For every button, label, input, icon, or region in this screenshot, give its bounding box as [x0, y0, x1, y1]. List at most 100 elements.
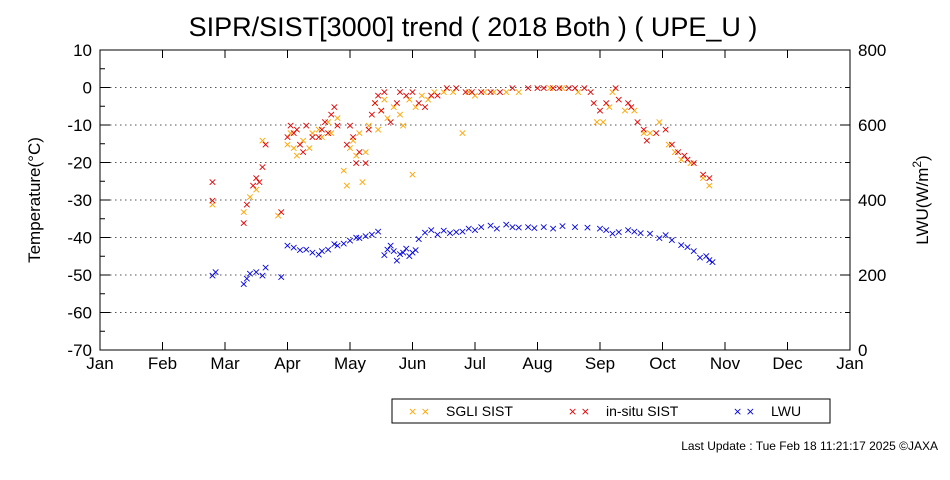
point-sgli-sist: ×: [599, 115, 608, 128]
point-in-situ-sist: ×: [349, 130, 358, 143]
point-lwu: ×: [486, 219, 495, 232]
point-lwu: ×: [452, 226, 461, 239]
x-tick-label: Dec: [772, 354, 803, 373]
y2-tick-label: 200: [858, 266, 886, 285]
point-sgli-sist: ×: [480, 85, 489, 98]
point-lwu: ×: [211, 265, 220, 278]
point-sgli-sist: ×: [239, 205, 248, 218]
point-in-situ-sist: ×: [261, 138, 270, 151]
point-in-situ-sist: ×: [367, 108, 376, 121]
point-in-situ-sist: ×: [242, 198, 251, 211]
point-in-situ-sist: ×: [705, 172, 714, 185]
point-lwu: ×: [530, 221, 539, 234]
data-marks: ××××××××××××××××××××××××××××××××××××××××…: [208, 82, 717, 291]
x-tick-label: Mar: [210, 354, 240, 373]
y-tick-label: -30: [67, 191, 92, 210]
y-tick-label: -50: [67, 266, 92, 285]
point-lwu: ×: [302, 243, 311, 256]
point-lwu: ×: [389, 245, 398, 258]
point-lwu: ×: [402, 242, 411, 255]
point-lwu: ×: [636, 226, 645, 239]
y-tick-labels: 10 0 -10 -20 -30 -40 -50 -60 -70: [67, 41, 92, 360]
point-sgli-sist: ×: [370, 97, 379, 110]
point-in-situ-sist: ×: [461, 85, 470, 98]
point-in-situ-sist: ×: [452, 82, 461, 95]
point-lwu: ×: [383, 243, 392, 256]
x-tick-label: Sep: [585, 354, 615, 373]
point-in-situ-sist: ×: [330, 100, 339, 113]
point-lwu: ×: [458, 225, 467, 238]
point-sgli-sist: ×: [558, 82, 567, 95]
point-in-situ-sist: ×: [580, 82, 589, 95]
point-lwu: ×: [570, 220, 579, 233]
point-lwu: ×: [324, 243, 333, 256]
point-sgli-sist: ×: [592, 115, 601, 128]
point-in-situ-sist: ×: [377, 104, 386, 117]
point-sgli-sist: ×: [514, 85, 523, 98]
point-sgli-sist: ×: [389, 100, 398, 113]
x-tick-label: Jan: [836, 354, 863, 373]
point-in-situ-sist: ×: [570, 82, 579, 95]
point-in-situ-sist: ×: [589, 97, 598, 110]
x-tick-label: Oct: [649, 354, 676, 373]
x-tick-labels: Jan Feb Mar Apr May Jun Jul Aug Sep Oct Nov Dec Jan: [86, 354, 863, 373]
point-in-situ-sist: ×: [239, 217, 248, 230]
point-in-situ-sist: ×: [442, 82, 451, 95]
point-sgli-sist: ×: [342, 179, 351, 192]
point-in-situ-sist: ×: [402, 89, 411, 102]
x-tick-label: Jul: [464, 354, 486, 373]
y-tick-label: -40: [67, 229, 92, 248]
point-sgli-sist: ×: [274, 209, 283, 222]
point-lwu: ×: [314, 248, 323, 261]
point-in-situ-sist: ×: [683, 153, 692, 166]
point-in-situ-sist: ×: [370, 97, 379, 110]
point-in-situ-sist: ×: [414, 97, 423, 110]
point-in-situ-sist: ×: [386, 115, 395, 128]
point-lwu: ×: [514, 221, 523, 234]
point-in-situ-sist: ×: [258, 160, 267, 173]
point-sgli-sist: ×: [399, 119, 408, 132]
legend-label-lwu: LWU: [771, 403, 801, 419]
legend-marker-sgli: × ×: [408, 405, 430, 418]
point-lwu: ×: [289, 241, 298, 254]
y-tick-label: -60: [67, 304, 92, 323]
point-lwu: ×: [283, 239, 292, 252]
point-sgli-sist: ×: [664, 138, 673, 151]
point-in-situ-sist: ×: [317, 123, 326, 136]
y2-tick-label: 0: [858, 341, 867, 360]
point-sgli-sist: ×: [245, 190, 254, 203]
point-lwu: ×: [695, 251, 704, 264]
x-tick-label: Jun: [399, 354, 426, 373]
point-sgli-sist: ×: [208, 198, 217, 211]
legend: × × SGLI SIST × × in-situ SIST × × LWU: [391, 398, 831, 424]
point-sgli-sist: ×: [349, 134, 358, 147]
point-sgli-sist: ×: [395, 108, 404, 121]
point-lwu: ×: [277, 271, 286, 284]
point-lwu: ×: [208, 269, 217, 282]
point-lwu: ×: [630, 225, 639, 238]
point-sgli-sist: ×: [449, 85, 458, 98]
point-in-situ-sist: ×: [364, 123, 373, 136]
point-sgli-sist: ×: [424, 93, 433, 106]
point-in-situ-sist: ×: [427, 89, 436, 102]
point-lwu: ×: [583, 221, 592, 234]
point-in-situ-sist: ×: [699, 168, 708, 181]
point-in-situ-sist: ×: [333, 119, 342, 132]
point-lwu: ×: [624, 223, 633, 236]
point-sgli-sist: ×: [352, 149, 361, 162]
y2-axis-title: LWU(W/m2): [910, 155, 932, 244]
point-lwu: ×: [374, 225, 383, 238]
point-sgli-sist: ×: [333, 112, 342, 125]
point-in-situ-sist: ×: [652, 127, 661, 140]
point-lwu: ×: [392, 254, 401, 267]
point-lwu: ×: [333, 239, 342, 252]
point-lwu: ×: [414, 232, 423, 245]
point-sgli-sist: ×: [380, 93, 389, 106]
point-sgli-sist: ×: [411, 100, 420, 113]
point-lwu: ×: [345, 234, 354, 247]
legend-box: [391, 398, 831, 424]
point-in-situ-sist: ×: [674, 145, 683, 158]
point-in-situ-sist: ×: [249, 179, 258, 192]
x-tick-label: Jan: [86, 354, 113, 373]
y-tick-label: -70: [67, 341, 92, 360]
